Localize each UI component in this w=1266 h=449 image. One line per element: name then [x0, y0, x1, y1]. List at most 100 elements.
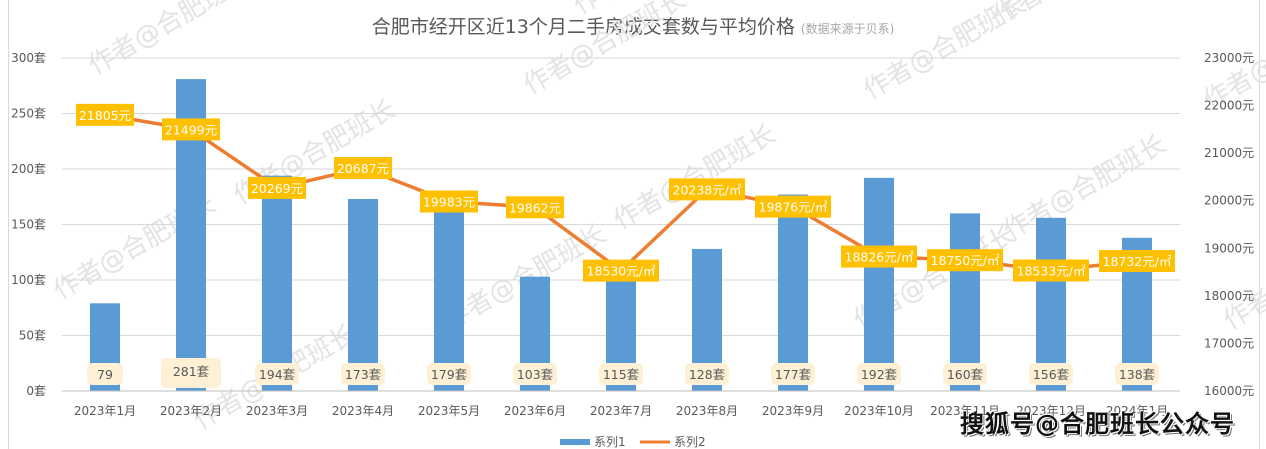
bar [864, 177, 894, 391]
chart-subtitle: (数据来源于贝系) [800, 22, 895, 36]
y-right-tick-label: 20000元 [1204, 194, 1254, 208]
line-data-label: 19876元/㎡ [759, 200, 828, 215]
bar-data-label: 156套 [1033, 367, 1070, 382]
line-label-box [506, 196, 564, 219]
chart-title-text: 合肥市经开区近13个月二手房成交套数与平均价格 [371, 16, 795, 38]
bar-data-label: 194套 [259, 367, 296, 382]
x-tick-label: 2023年9月 [762, 404, 824, 418]
watermark-text: 作者@合肥班长 [1219, 219, 1266, 336]
line-label-box [420, 190, 478, 213]
bar-label-box [771, 363, 815, 385]
line-label-box [162, 118, 220, 141]
x-tick-label: 2023年12月 [1016, 404, 1086, 418]
line-label-box [755, 195, 831, 218]
legend-label-series2: 系列2 [674, 435, 706, 449]
bar-data-label: 281套 [173, 364, 210, 379]
bar-data-label: 173套 [345, 367, 382, 382]
bar [262, 175, 292, 391]
x-tick-label: 2024年1月 [1106, 404, 1168, 418]
x-tick-label: 2023年4月 [332, 404, 394, 418]
line-data-label: 19983元 [423, 195, 475, 210]
bar-label-box [943, 363, 987, 385]
bar-label-box [255, 363, 299, 385]
y-axis-right: 16000元 17000元 18000元 19000元 20000元 21000元 2200… [1204, 51, 1254, 398]
bar-label-box [87, 363, 123, 385]
line-data-label: 18533元/㎡ [1017, 264, 1086, 279]
x-tick-label: 2023年10月 [844, 404, 914, 418]
bar-data-label: 160套 [947, 367, 984, 382]
bar-data-label: 115套 [603, 367, 640, 382]
legend-swatch-series1 [560, 439, 590, 445]
bar-data-label: 192套 [861, 367, 898, 382]
line-label-box [927, 249, 1003, 272]
y-right-tick-label: 19000元 [1204, 241, 1254, 255]
line-data-label: 21499元 [165, 122, 217, 137]
y-right-tick-label: 18000元 [1204, 289, 1254, 303]
watermark-text: 作者@合肥班长 [999, 129, 1172, 246]
watermark-text: 作者@合肥班长 [609, 119, 782, 236]
line-data-label: 18732元/㎡ [1103, 254, 1172, 269]
y-right-tick-label: 21000元 [1204, 146, 1254, 160]
y-left-tick-label: 100套 [11, 273, 46, 287]
line-data-label: 18750元/㎡ [931, 253, 1000, 268]
line-label-box [583, 259, 659, 282]
bar-label-box [1115, 363, 1159, 385]
legend: 系列1 系列2 [560, 435, 706, 449]
bar-label-box [857, 363, 901, 385]
bar [778, 194, 808, 391]
y-left-tick-label: 0套 [26, 384, 46, 398]
footer-watermark: 搜狐号@合肥班长公众号 [960, 410, 1235, 438]
bar-label-box [599, 363, 643, 385]
y-right-tick-label: 23000元 [1204, 51, 1254, 65]
line-label-box [1099, 250, 1175, 273]
watermark-text: 作者@合肥班长 [989, 0, 1162, 31]
x-tick-label: 2023年3月 [246, 404, 308, 418]
bar [1036, 217, 1066, 391]
x-axis: 2023年1月 2023年2月 2023年3月 2023年4月 2023年5月 2023年… [62, 390, 1180, 418]
bar [434, 192, 464, 391]
line-data-label: 20238元/㎡ [673, 182, 742, 197]
y-left-tick-label: 50套 [19, 329, 46, 343]
x-tick-label: 2023年1月 [74, 404, 136, 418]
bar-data-label: 179套 [431, 367, 468, 382]
x-tick-label: 2023年8月 [676, 404, 738, 418]
line-data-labels: 21805元 21499元 20269元 20687元 19983元 19862元 1853… [76, 103, 1175, 282]
watermark-text: 作者@合肥班长 [84, 0, 257, 81]
y-left-tick-label: 200套 [11, 162, 46, 176]
x-tick-label: 2023年5月 [418, 404, 480, 418]
legend-label-series1: 系列1 [594, 435, 626, 449]
line-data-label: 21805元 [79, 108, 131, 123]
line-data-label: 20687元 [337, 161, 389, 176]
watermark-text: 作者@合肥班长 [519, 0, 692, 101]
y-right-tick-label: 17000元 [1204, 336, 1254, 350]
x-tick-label: 2023年7月 [590, 404, 652, 418]
bar-data-labels: 79 281套 194套 173套 179套 103套 115套 128套 177套 192套 16… [87, 358, 1159, 388]
x-tick-label: 2023年6月 [504, 404, 566, 418]
line-label-box [76, 103, 134, 126]
y-right-tick-label: 16000元 [1204, 384, 1254, 398]
line-data-label: 18826元/㎡ [845, 250, 914, 265]
line-label-box [248, 176, 306, 199]
x-tick-label: 2023年11月 [930, 404, 1000, 418]
line-data-label: 19862元 [509, 200, 561, 215]
bar-label-box [685, 363, 729, 385]
bar-label-box [341, 363, 385, 385]
bar-data-label: 138套 [1119, 367, 1156, 382]
bar-data-label: 79 [97, 367, 113, 382]
line-label-box [334, 157, 392, 180]
y-left-tick-label: 250套 [11, 107, 46, 121]
line-data-label: 18530元/㎡ [587, 264, 656, 279]
x-tick-label: 2023年2月 [160, 404, 222, 418]
chart-frame [8, 0, 1260, 449]
y-right-tick-label: 22000元 [1204, 99, 1254, 113]
line-data-label: 20269元 [251, 181, 303, 196]
y-axis-left: 0套 50套 100套 150套 200套 250套 300套 [11, 51, 46, 398]
y-left-tick-label: 150套 [11, 218, 46, 232]
bar-label-box [1029, 363, 1073, 385]
bar-data-label: 128套 [689, 367, 726, 382]
line-label-box [841, 245, 917, 268]
bar-label-box [161, 358, 221, 388]
line-label-box [1013, 259, 1089, 282]
